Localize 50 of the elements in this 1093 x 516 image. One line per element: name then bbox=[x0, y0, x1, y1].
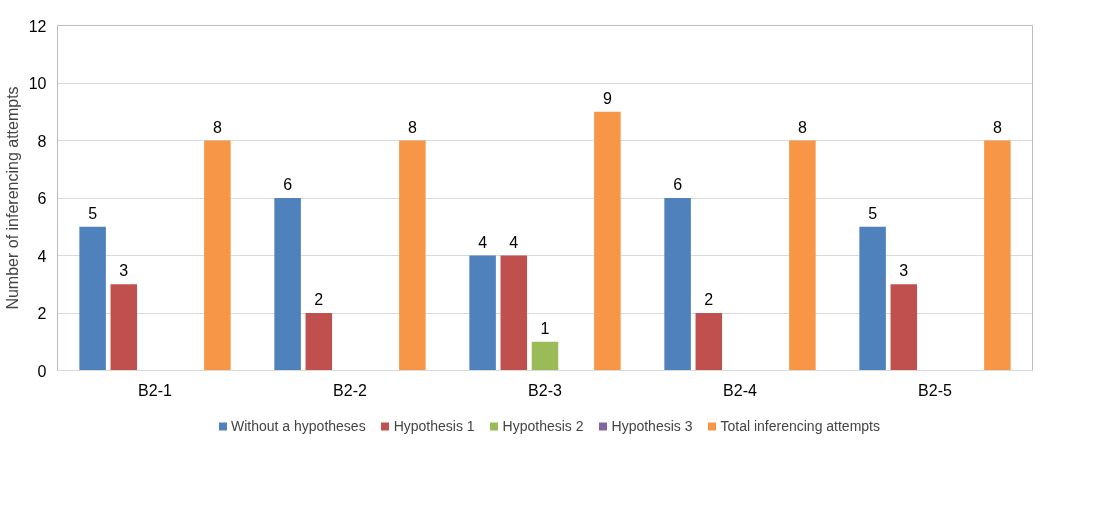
bar bbox=[984, 140, 1011, 371]
data-label: 5 bbox=[88, 204, 98, 222]
legend-label: Without a hypotheses bbox=[231, 418, 366, 434]
data-label: 2 bbox=[314, 291, 324, 308]
bar bbox=[274, 198, 301, 371]
data-label: 3 bbox=[899, 262, 909, 280]
legend-label: Hypothesis 2 bbox=[502, 418, 584, 434]
bar bbox=[305, 313, 333, 371]
y-tick-label: 4 bbox=[37, 247, 47, 265]
data-label: 8 bbox=[212, 118, 222, 136]
data-label: 5 bbox=[868, 204, 878, 222]
data-label: 6 bbox=[283, 176, 293, 193]
data-label: 8 bbox=[407, 118, 417, 136]
y-tick-label: 0 bbox=[37, 362, 47, 380]
bar bbox=[204, 140, 231, 371]
data-label: 6 bbox=[673, 176, 683, 193]
y-tick-label: 10 bbox=[28, 75, 47, 92]
y-tick-label: 6 bbox=[37, 190, 47, 207]
bar bbox=[110, 284, 138, 371]
bar bbox=[469, 255, 496, 371]
data-label: 2 bbox=[704, 291, 714, 308]
x-tick-label: B2-4 bbox=[723, 381, 757, 399]
bar bbox=[789, 140, 816, 371]
legend-label: Hypothesis 1 bbox=[393, 418, 475, 434]
y-axis-title: Number of inferencing attempts bbox=[3, 86, 21, 310]
bar bbox=[664, 198, 691, 371]
data-label: 4 bbox=[509, 233, 519, 251]
legend-label: Hypothesis 3 bbox=[611, 418, 693, 434]
y-tick-label: 12 bbox=[28, 17, 47, 35]
data-label: 1 bbox=[540, 319, 550, 337]
y-tick-label: 8 bbox=[37, 132, 47, 150]
legend-label: Total inferencing attempts bbox=[720, 418, 880, 434]
data-label: 8 bbox=[797, 118, 807, 136]
bar bbox=[531, 341, 559, 371]
data-label: 4 bbox=[478, 233, 488, 251]
bar bbox=[859, 226, 886, 371]
bar bbox=[890, 284, 918, 371]
x-tick-label: B2-3 bbox=[528, 381, 562, 399]
data-label: 3 bbox=[119, 262, 129, 280]
data-label: 8 bbox=[992, 118, 1002, 136]
x-tick-label: B2-1 bbox=[138, 381, 172, 399]
x-tick-label: B2-2 bbox=[333, 381, 367, 399]
bar bbox=[500, 255, 528, 371]
bar bbox=[79, 226, 106, 371]
x-tick-label: B2-5 bbox=[918, 381, 952, 399]
bar bbox=[594, 111, 621, 371]
bar bbox=[399, 140, 426, 371]
y-tick-label: 2 bbox=[37, 305, 47, 322]
bar bbox=[695, 313, 723, 371]
data-label: 9 bbox=[602, 89, 612, 107]
